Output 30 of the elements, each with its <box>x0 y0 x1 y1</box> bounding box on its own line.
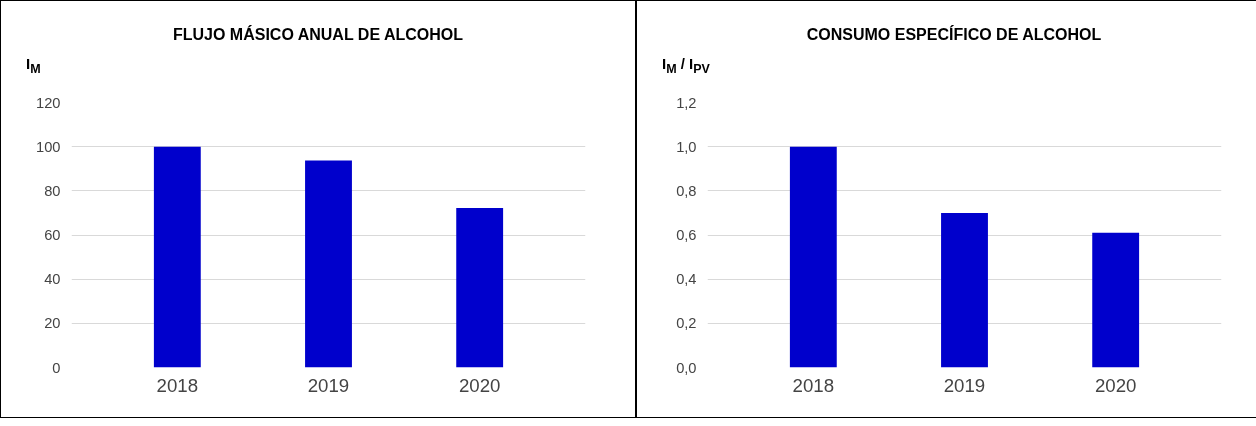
x-tick-label: 2020 <box>458 374 501 396</box>
y-tick-label: 60 <box>44 227 61 243</box>
y-axis-title: I$_{M}$ <box>26 53 42 78</box>
y-tick-label: 0,6 <box>676 227 697 243</box>
y-tick-label: 80 <box>44 182 61 199</box>
y-tick-label: 0,8 <box>676 182 697 199</box>
y-tick-label: 40 <box>44 271 61 288</box>
x-tick-label: 2018 <box>792 374 835 396</box>
y-axis-title: I$_{M}$ / I$_{PV}$ <box>662 53 711 78</box>
x-tick-label: 2020 <box>1094 374 1137 396</box>
bar <box>456 208 504 368</box>
y-tick-label: 1,2 <box>676 94 697 111</box>
bar <box>789 146 837 368</box>
bar <box>1092 232 1140 368</box>
x-tick-label: 2018 <box>156 374 199 396</box>
x-tick-label: 2019 <box>943 374 986 396</box>
bar <box>153 146 201 368</box>
y-tick-label: 100 <box>36 138 61 155</box>
bar <box>941 212 988 368</box>
x-tick-label: 2019 <box>307 374 350 396</box>
chart-title: FLUJO MÁSICO ANUAL DE ALCOHOL <box>171 24 465 45</box>
y-tick-label: 0,0 <box>676 359 697 376</box>
y-tick-label: 0 <box>52 359 61 376</box>
y-tick-label: 20 <box>44 315 61 332</box>
y-tick-label: 120 <box>36 94 61 111</box>
y-tick-label: 1,0 <box>676 138 697 155</box>
y-tick-label: 0,2 <box>676 315 697 332</box>
bar <box>305 160 352 368</box>
y-tick-label: 0,4 <box>676 271 697 288</box>
chart-title: CONSUMO ESPECÍFICO DE ALCOHOL <box>805 24 1103 45</box>
